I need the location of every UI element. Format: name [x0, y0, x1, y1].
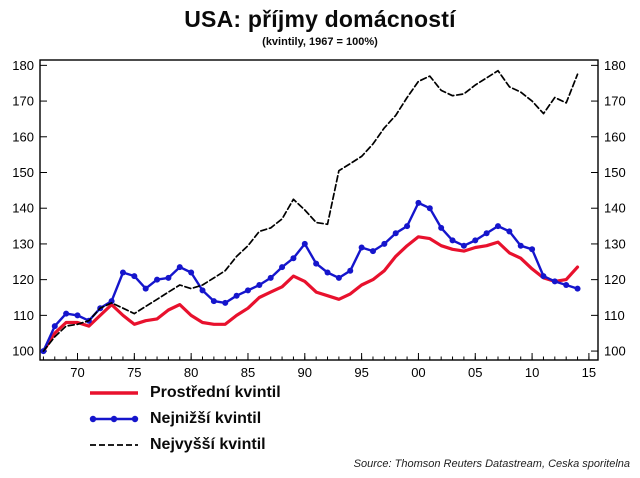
marker-lowest: [63, 310, 70, 317]
y-tick-label-right: 100: [604, 344, 626, 359]
marker-lowest: [460, 242, 467, 249]
x-tick-label: 85: [241, 365, 255, 380]
marker-lowest: [142, 285, 149, 292]
marker-lowest: [154, 276, 161, 283]
marker-lowest: [426, 205, 433, 212]
marker-lowest: [506, 228, 513, 235]
legend-line-highest-icon: [90, 444, 138, 446]
x-tick-label: 80: [184, 365, 198, 380]
marker-lowest: [279, 264, 286, 271]
y-tick-label-left: 160: [12, 129, 34, 144]
x-tick-label: 05: [468, 365, 482, 380]
legend-item-highest: Nejvyšší kvintil: [88, 432, 281, 458]
chart-subtitle: (kvintily, 1967 = 100%): [262, 36, 378, 48]
y-tick-label-left: 150: [12, 165, 34, 180]
marker-lowest: [483, 230, 490, 237]
chart-title: USA: příjmy domácností: [184, 6, 456, 32]
y-tick-label-left: 120: [12, 272, 34, 287]
plot-frame: [39, 59, 599, 361]
marker-lowest: [563, 282, 570, 288]
marker-lowest: [131, 273, 138, 280]
x-tick-label: 15: [582, 365, 596, 380]
marker-lowest: [119, 269, 126, 276]
y-tick-label-right: 110: [604, 308, 625, 323]
marker-lowest: [313, 260, 320, 267]
marker-lowest: [392, 230, 399, 237]
marker-lowest: [176, 264, 183, 271]
y-tick-label-right: 120: [604, 272, 626, 287]
y-tick-label-left: 180: [12, 58, 34, 73]
x-tick-label: 75: [127, 365, 141, 380]
legend: Prostřední kvintil Nejnižší kvintil Nejv…: [88, 380, 281, 458]
marker-lowest: [74, 312, 81, 319]
y-tick-label-left: 170: [12, 94, 34, 109]
x-tick-label: 90: [298, 365, 312, 380]
x-tick-label: 95: [354, 365, 368, 380]
y-tick-label-right: 130: [604, 236, 626, 251]
marker-lowest: [199, 287, 206, 294]
y-tick-label-left: 140: [12, 201, 34, 216]
marker-lowest: [438, 224, 445, 231]
marker-lowest: [415, 199, 422, 206]
y-tick-label-right: 160: [604, 129, 626, 144]
x-tick-label: 00: [411, 365, 425, 380]
x-tick-label: 10: [525, 365, 539, 380]
marker-lowest: [369, 248, 376, 255]
marker-lowest: [551, 278, 558, 285]
marker-lowest: [188, 269, 195, 276]
marker-lowest: [540, 273, 547, 280]
marker-lowest: [108, 298, 115, 305]
marker-lowest: [449, 237, 456, 244]
marker-lowest: [494, 223, 501, 230]
y-tick-label-left: 130: [12, 236, 34, 251]
marker-lowest: [358, 244, 365, 251]
x-tick-label: 70: [70, 365, 84, 380]
marker-lowest: [290, 255, 297, 262]
marker-lowest: [324, 269, 331, 276]
marker-lowest: [381, 240, 388, 247]
legend-item-lowest: Nejnižší kvintil: [88, 406, 281, 432]
y-tick-label-right: 140: [604, 201, 626, 216]
marker-lowest: [529, 246, 536, 253]
legend-label-lowest: Nejnižší kvintil: [150, 410, 262, 427]
y-tick-label-right: 180: [604, 58, 626, 73]
marker-lowest: [301, 240, 308, 247]
source-note: Source: Thomson Reuters Datastream, Cesk…: [353, 458, 630, 470]
legend-line-middle-icon: [90, 391, 138, 395]
legend-label-highest: Nejvyšší kvintil: [150, 436, 266, 453]
legend-label-middle: Prostřední kvintil: [150, 384, 281, 401]
marker-lowest: [347, 267, 354, 274]
marker-lowest: [233, 292, 240, 299]
legend-item-middle: Prostřední kvintil: [88, 380, 281, 406]
marker-lowest: [335, 274, 342, 281]
legend-line-lowest-icon: [89, 415, 139, 423]
series-middle: [41, 235, 580, 353]
y-tick-label-left: 110: [13, 308, 34, 323]
marker-lowest: [210, 298, 217, 305]
marker-lowest: [472, 237, 479, 244]
y-tick-label-left: 100: [12, 344, 34, 359]
y-tick-label-right: 150: [604, 165, 626, 180]
marker-lowest: [222, 299, 229, 306]
chart-svg: 100 100 110 110 120 120 130 130 140 140 150 150 160 1…: [12, 58, 626, 380]
marker-lowest: [574, 285, 581, 292]
marker-lowest: [404, 223, 411, 230]
marker-lowest: [244, 287, 251, 294]
y-tick-label-right: 170: [604, 94, 626, 109]
marker-lowest: [267, 274, 274, 281]
marker-lowest: [165, 274, 172, 281]
marker-lowest: [256, 282, 263, 288]
marker-lowest: [51, 323, 58, 330]
series-highest: [42, 69, 579, 352]
marker-lowest: [517, 242, 524, 249]
